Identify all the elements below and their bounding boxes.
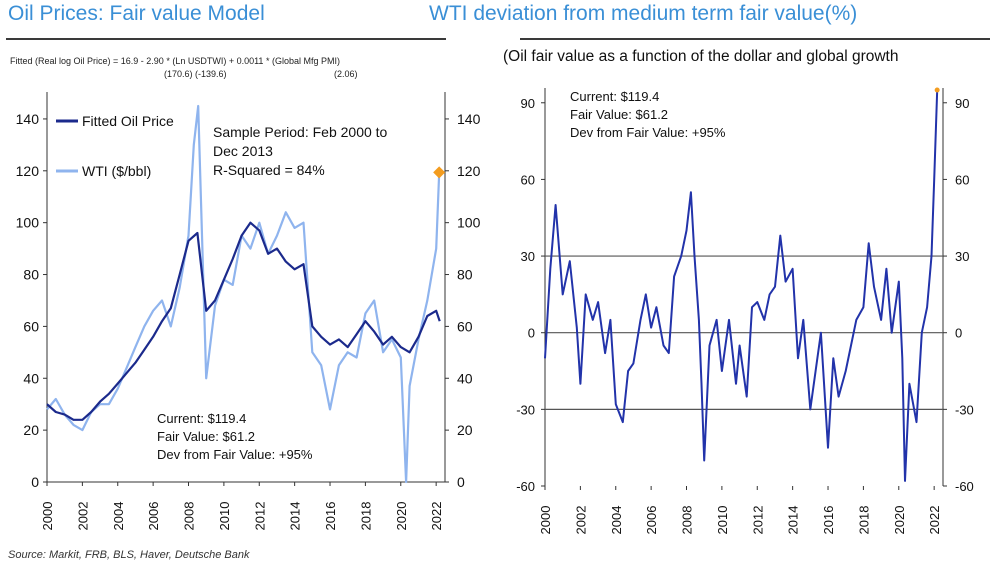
x-tick-label: 2012: [750, 506, 765, 535]
y-tick-label-right: 90: [955, 96, 969, 111]
x-tick-label: 2016: [323, 502, 338, 531]
y-tick-label-right: 140: [457, 111, 481, 127]
y-tick-label-right: 100: [457, 215, 481, 231]
x-tick-label: 2018: [358, 502, 373, 531]
x-tick-label: 2002: [573, 506, 588, 535]
y-tick-label-left: 140: [16, 111, 40, 127]
current-deviation-marker: [934, 87, 940, 93]
y-tick-label-left: 0: [528, 326, 535, 341]
x-tick-label: 2020: [394, 502, 409, 531]
x-tick-label: 2002: [75, 502, 90, 531]
deviation-line: [544, 89, 939, 482]
x-tick-label: 2004: [609, 506, 624, 535]
x-tick-label: 2012: [252, 502, 267, 531]
y-tick-label-right: 60: [457, 318, 473, 334]
x-tick-label: 2000: [538, 506, 553, 535]
sample-period-annotation: R-Squared = 84%: [213, 162, 325, 178]
left-stats-annotation: Current: $119.4: [157, 411, 246, 426]
x-tick-label: 2010: [217, 502, 232, 531]
y-tick-label-right: 120: [457, 163, 481, 179]
y-tick-label-right: 30: [955, 249, 969, 264]
x-tick-label: 2022: [429, 502, 444, 531]
y-tick-label-left: 0: [31, 474, 39, 490]
x-tick-label: 2006: [146, 502, 161, 531]
legend-label-wti: WTI ($/bbl): [82, 163, 151, 179]
y-tick-label-left: 90: [521, 96, 535, 111]
x-tick-label: 2004: [111, 502, 126, 531]
sample-period-annotation: Dec 2013: [213, 143, 273, 159]
y-tick-label-right: 80: [457, 267, 473, 283]
x-tick-label: 2006: [644, 506, 659, 535]
left-stats-annotation: Fair Value: $61.2: [157, 429, 255, 444]
regression-tstats-1: (170.6) (-139.6): [164, 69, 227, 79]
regression-tstats-2: (2.06): [334, 69, 358, 79]
x-tick-label: 2008: [680, 506, 695, 535]
y-tick-label-left: -60: [516, 479, 535, 494]
left-title-rule: [6, 38, 446, 40]
right-stats-annotation: Current: $119.4: [570, 89, 659, 104]
current-price-marker: [433, 166, 446, 179]
right-chart-title: WTI deviation from medium term fair valu…: [429, 2, 858, 25]
x-tick-label: 2022: [927, 506, 942, 535]
y-tick-label-right: -60: [955, 479, 974, 494]
x-tick-label: 2008: [182, 502, 197, 531]
y-tick-label-right: 0: [955, 326, 962, 341]
x-tick-label: 2010: [715, 506, 730, 535]
right-stats-annotation: Dev from Fair Value: +95%: [570, 125, 726, 140]
y-tick-label-left: 40: [23, 370, 39, 386]
x-tick-label: 2016: [821, 506, 836, 535]
regression-equation: Fitted (Real log Oil Price) = 16.9 - 2.9…: [10, 56, 340, 66]
right-stats-annotation: Fair Value: $61.2: [570, 107, 668, 122]
source-note: Source: Markit, FRB, BLS, Haver, Deutsch…: [8, 549, 250, 561]
y-tick-label-right: 20: [457, 422, 473, 438]
y-tick-label-left: 120: [16, 163, 40, 179]
y-tick-label-right: -30: [955, 402, 974, 417]
y-tick-label-right: 0: [457, 474, 465, 490]
y-tick-label-right: 40: [457, 370, 473, 386]
y-tick-label-left: 80: [23, 267, 39, 283]
y-tick-label-left: 30: [521, 249, 535, 264]
y-tick-label-left: -30: [516, 402, 535, 417]
x-tick-label: 2018: [856, 506, 871, 535]
x-tick-label: 2020: [892, 506, 907, 535]
y-tick-label-right: 60: [955, 172, 969, 187]
y-tick-label-left: 20: [23, 422, 39, 438]
y-tick-label-left: 100: [16, 215, 40, 231]
right-chart-subtitle: (Oil fair value as a function of the dol…: [503, 48, 899, 65]
legend-label-fitted: Fitted Oil Price: [82, 113, 174, 129]
fitted-oil-price-line: [46, 221, 441, 421]
wti-line: [46, 104, 441, 484]
x-tick-label: 2000: [40, 502, 55, 531]
left-chart-title: Oil Prices: Fair value Model: [8, 2, 265, 25]
x-tick-label: 2014: [786, 506, 801, 535]
y-tick-label-left: 60: [521, 172, 535, 187]
right-title-rule: [520, 38, 990, 40]
sample-period-annotation: Sample Period: Feb 2000 to: [213, 124, 388, 140]
x-tick-label: 2014: [288, 502, 303, 531]
y-tick-label-left: 60: [23, 318, 39, 334]
left-stats-annotation: Dev from Fair Value: +95%: [157, 447, 313, 462]
